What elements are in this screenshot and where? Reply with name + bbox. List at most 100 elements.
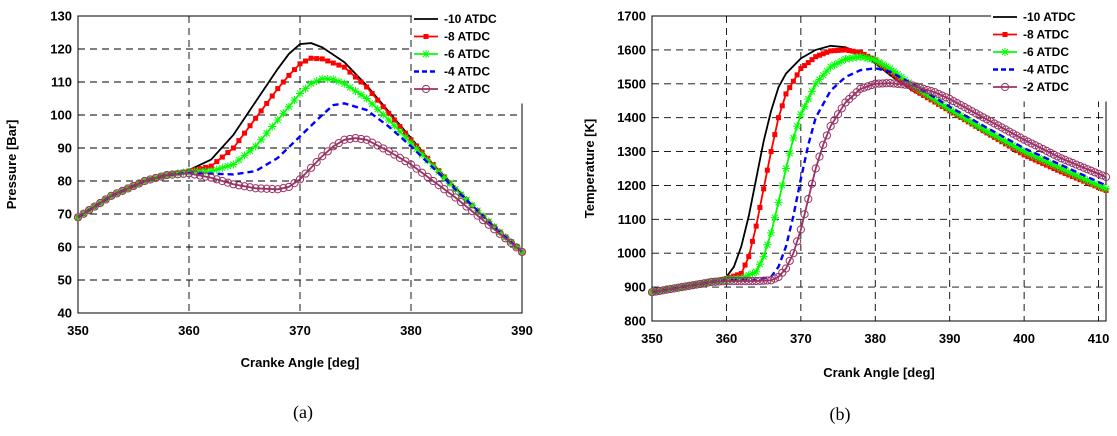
legend-marker — [423, 34, 429, 39]
data-point — [245, 183, 255, 192]
data-point — [134, 179, 144, 188]
data-point — [375, 97, 381, 103]
data-point — [395, 127, 404, 136]
data-point — [860, 83, 869, 92]
x-tick-label: 410 — [1088, 331, 1110, 346]
data-point — [953, 109, 962, 118]
data-point — [1008, 141, 1017, 150]
y-tick-label: 130 — [50, 9, 72, 24]
data-point — [251, 184, 260, 193]
data-point — [813, 54, 819, 60]
data-point — [790, 78, 796, 84]
data-point — [479, 216, 488, 225]
data-point — [1057, 164, 1066, 173]
legend-label: -2 ATDC — [1023, 80, 1069, 94]
data-point — [397, 124, 403, 130]
data-point — [358, 79, 364, 85]
data-point — [325, 58, 331, 64]
data-point — [440, 185, 449, 194]
data-point — [369, 91, 375, 97]
legend: -10 ATDC -8 ATDC -6 ATDC -4 ATDC -2 ATDC — [412, 10, 524, 104]
data-point — [737, 274, 746, 283]
data-point — [384, 115, 393, 124]
data-point — [1061, 166, 1070, 175]
data-point — [968, 118, 977, 127]
data-point — [774, 198, 783, 207]
data-point — [926, 87, 936, 96]
data-point — [295, 175, 305, 184]
data-point — [897, 73, 906, 81]
data-point — [796, 225, 805, 234]
data-point — [789, 249, 798, 258]
data-point — [236, 138, 242, 144]
data-point — [423, 172, 432, 181]
data-point — [329, 75, 338, 84]
data-point — [1102, 184, 1110, 193]
data-point — [746, 254, 752, 260]
data-point — [258, 108, 264, 114]
data-point — [196, 171, 205, 180]
y-tick-label: 110 — [51, 75, 72, 90]
data-point — [841, 55, 850, 64]
legend-label: -2 ATDC — [444, 82, 490, 96]
series-minus-4-ATDC — [77, 102, 523, 253]
y-tick-label: 80 — [58, 174, 72, 189]
data-point — [246, 146, 255, 155]
data-point — [207, 167, 216, 176]
data-point — [1068, 158, 1077, 168]
data-point — [752, 267, 761, 276]
data-point — [284, 182, 293, 192]
data-point — [218, 176, 227, 186]
data-point — [871, 56, 880, 65]
data-point — [323, 147, 332, 156]
data-point — [850, 48, 856, 54]
data-point — [107, 191, 116, 200]
data-point — [828, 48, 834, 54]
data-point — [179, 169, 188, 178]
data-point — [273, 185, 282, 194]
data-point — [822, 131, 832, 140]
data-point — [406, 160, 416, 169]
y-tick-label: 60 — [58, 240, 72, 255]
data-point — [800, 210, 809, 219]
data-point — [218, 163, 227, 172]
data-point — [986, 129, 995, 138]
data-point — [809, 57, 815, 63]
data-point — [280, 79, 286, 85]
data-point — [1020, 147, 1029, 156]
data-point — [1083, 165, 1092, 174]
data-point — [796, 110, 805, 119]
data-point — [1068, 169, 1077, 178]
legend-label: -8 ATDC — [444, 30, 490, 44]
data-point — [837, 56, 846, 65]
data-point — [848, 53, 857, 62]
data-point — [805, 60, 811, 66]
data-point — [875, 58, 883, 67]
data-point — [351, 87, 360, 96]
data-point — [938, 91, 947, 100]
data-point — [854, 49, 860, 55]
data-point — [824, 49, 830, 55]
data-point — [1072, 171, 1081, 180]
y-tick-label: 800 — [624, 314, 646, 329]
data-point — [863, 82, 872, 91]
data-point — [804, 194, 813, 204]
x-tick-label: 380 — [400, 323, 422, 338]
data-point — [1094, 181, 1103, 190]
data-point — [819, 71, 828, 80]
data-point — [257, 184, 266, 193]
data-point — [242, 130, 247, 136]
data-point — [1023, 137, 1032, 146]
data-point — [301, 169, 310, 178]
data-point — [290, 96, 299, 105]
x-tick-label: 360 — [178, 323, 200, 338]
data-point — [1012, 143, 1021, 152]
data-point — [789, 134, 798, 142]
data-point — [893, 70, 902, 79]
data-point — [157, 172, 166, 181]
data-point — [930, 88, 939, 97]
data-point — [318, 74, 327, 83]
data-point — [490, 225, 499, 234]
data-point — [268, 122, 277, 131]
data-point — [269, 93, 275, 99]
